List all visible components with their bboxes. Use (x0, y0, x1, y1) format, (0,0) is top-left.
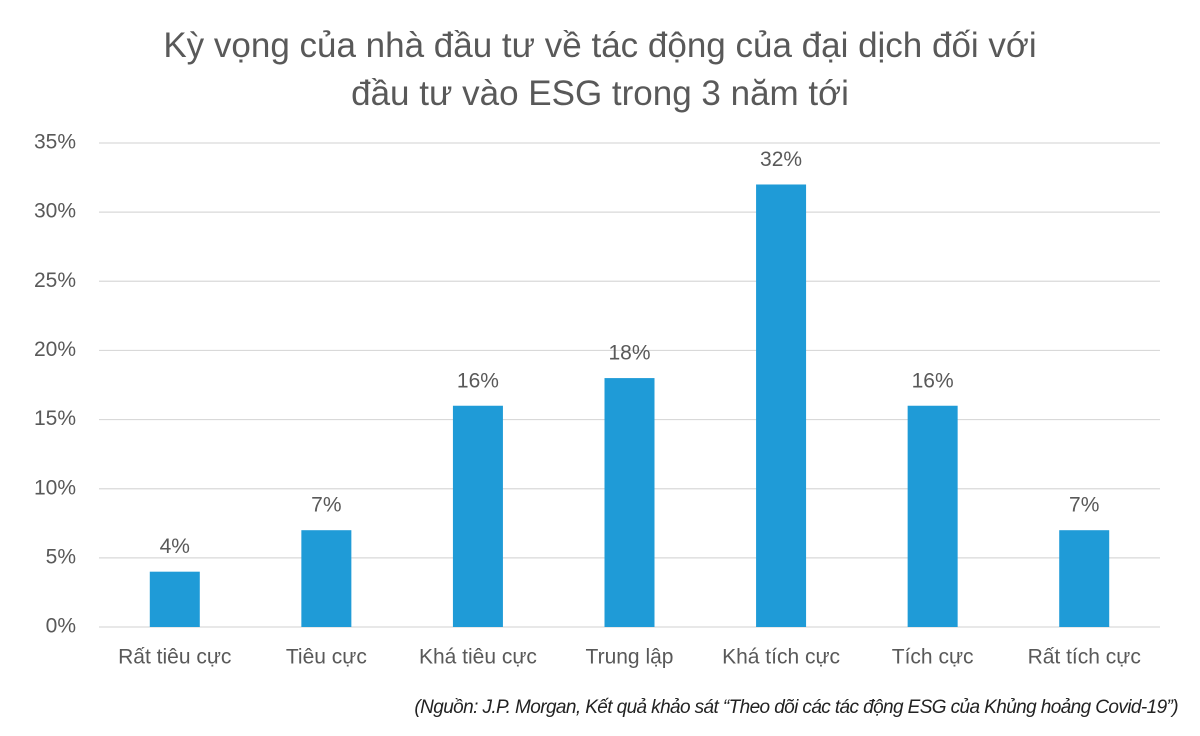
x-tick-label: Trung lập (586, 646, 674, 669)
y-tick-label: 5% (46, 545, 76, 568)
value-label: 18% (608, 342, 650, 365)
value-label: 16% (457, 369, 499, 392)
bar (756, 184, 807, 627)
bar (301, 530, 352, 627)
x-tick-label: Khá tiêu cực (419, 646, 537, 669)
y-tick-label: 25% (34, 269, 76, 292)
value-label: 7% (311, 494, 341, 517)
y-tick-label: 10% (34, 476, 76, 499)
value-label: 4% (160, 535, 190, 558)
bar (149, 571, 200, 627)
bar (907, 405, 958, 627)
bar (1059, 530, 1110, 627)
y-tick-label: 30% (34, 200, 76, 223)
value-label: 16% (912, 369, 954, 392)
y-tick-label: 15% (34, 407, 76, 430)
x-tick-label: Rất tích cực (1028, 646, 1141, 669)
value-label: 7% (1069, 494, 1099, 517)
x-tick-label: Rất tiêu cực (118, 646, 231, 669)
y-tick-label: 0% (46, 615, 76, 638)
bar (452, 405, 503, 627)
source-note: (Nguồn: J.P. Morgan, Kết quả khảo sát “T… (414, 697, 1178, 718)
x-tick-label: Tiêu cực (286, 646, 367, 669)
x-tick-label: Tích cực (892, 646, 974, 669)
value-label: 32% (760, 148, 802, 171)
chart-title: Kỳ vọng của nhà đầu tư về tác động của đ… (163, 26, 1037, 113)
x-tick-label: Khá tích cực (722, 646, 840, 669)
bar (604, 378, 655, 627)
y-tick-label: 20% (34, 338, 76, 361)
y-tick-label: 35% (34, 131, 76, 154)
